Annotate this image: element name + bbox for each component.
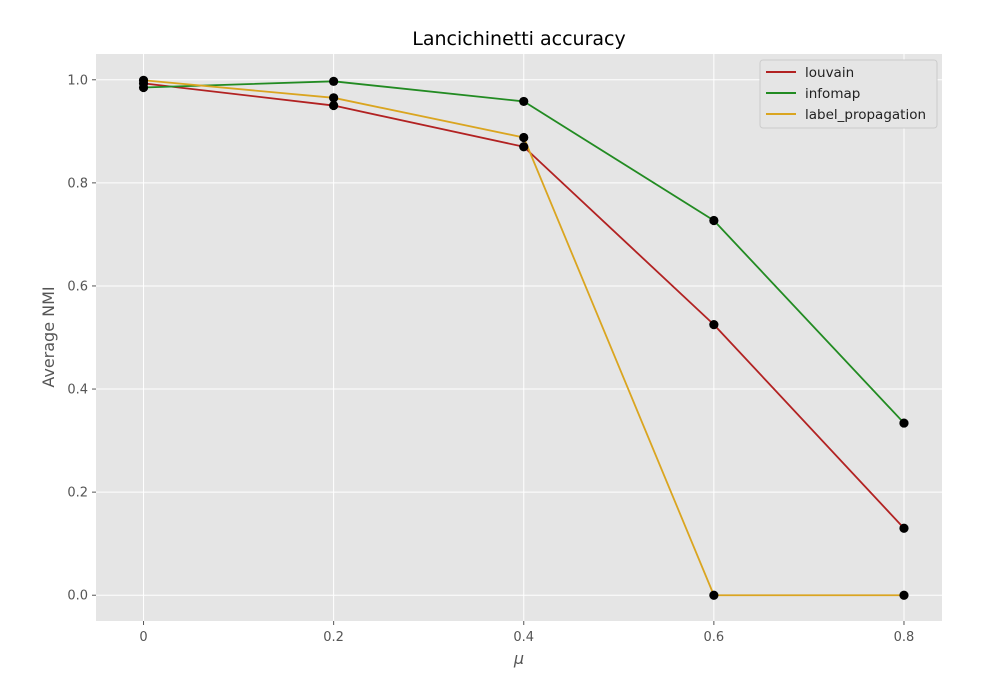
data-point-infomap	[709, 215, 719, 226]
legend: louvain infomap label_propagation	[759, 59, 938, 129]
x-axis: 0 0.2 0.4 0.6 0.8	[139, 621, 914, 645]
y-tick-label: 0.2	[67, 486, 88, 501]
y-axis: 0.0 0.2 0.4 0.6 0.8 1.0	[67, 73, 96, 604]
y-tick-label: 1.0	[67, 73, 88, 88]
legend-label-louvain: louvain	[805, 65, 854, 81]
data-point-louvain	[709, 320, 719, 330]
data-point-label_propagation	[329, 93, 339, 103]
x-tick-label: 0.8	[894, 630, 915, 645]
y-axis-label: Average NMI	[39, 286, 58, 387]
data-point-infomap	[138, 82, 149, 93]
series-points	[138, 75, 909, 600]
data-point-louvain	[329, 100, 339, 111]
data-point-infomap	[899, 418, 909, 428]
data-point-louvain	[519, 142, 529, 152]
x-tick-label: 0.4	[513, 630, 534, 645]
y-tick-label: 0.6	[67, 279, 88, 294]
data-point-label_propagation	[519, 132, 529, 143]
x-axis-label: μ	[513, 649, 524, 668]
y-tick-label: 0.8	[67, 176, 88, 191]
data-point-infomap	[329, 76, 339, 86]
chart-title: Lancichinetti accuracy	[412, 28, 625, 50]
y-tick-label: 0.0	[67, 589, 88, 604]
data-point-infomap	[519, 96, 529, 107]
data-point-louvain	[899, 523, 909, 533]
data-point-label_propagation	[138, 75, 149, 85]
y-tick-label: 0.4	[67, 383, 88, 398]
legend-label-label_propagation: label_propagation	[805, 107, 926, 123]
data-point-label_propagation	[899, 590, 909, 600]
x-tick-label: 0.6	[704, 630, 725, 645]
legend-label-infomap: infomap	[805, 86, 860, 102]
data-point-label_propagation	[709, 590, 719, 600]
x-tick-label: 0	[139, 630, 147, 645]
legend-box	[759, 59, 938, 129]
plot-background	[96, 54, 942, 621]
x-tick-label: 0.2	[323, 630, 344, 645]
